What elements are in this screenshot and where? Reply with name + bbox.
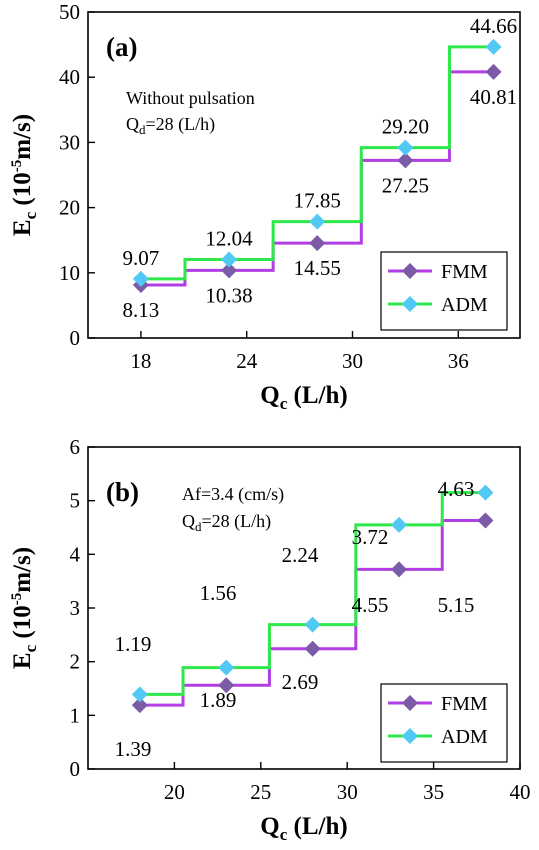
panel-b-adm-value-label-4: 4.63	[438, 477, 475, 501]
panel-b-x-tick-label-1: 25	[250, 780, 271, 804]
panel-b-y-tick-label-5: 5	[70, 489, 81, 513]
panel-b-fmm-value-label-0: 1.39	[115, 737, 152, 761]
panel-a-y-tick-label-5: 50	[59, 0, 80, 24]
panel-b-annotation-line2: Qd=28 (L/h)	[182, 511, 271, 534]
panel-a-y-axis-title: Ec (10-5m/s)	[9, 114, 40, 236]
panel-b-adm-value-label-1: 1.56	[200, 581, 237, 605]
panel-a-legend-adm-label: ADM	[441, 294, 488, 316]
panel-a-y-tick-label-0: 0	[70, 326, 81, 350]
panel-a-legend: FMM ADM	[380, 251, 508, 331]
panel-b-y-tick-label-4: 4	[70, 542, 81, 566]
panel-b-fmm-value-label-4: 5.15	[438, 593, 475, 617]
panel-b-legend-fmm-label: FMM	[441, 693, 488, 715]
panel-b-x-axis-title: Qc (L/h)	[260, 813, 347, 844]
panel-a-ticks: 18 24 30 36 0 10 20 30 40 50	[59, 0, 469, 373]
panel-b-y-tick-label-1: 1	[70, 703, 81, 727]
panel-a-fmm-marker-2	[309, 235, 326, 252]
panel-b-fmm-marker-2	[304, 640, 321, 657]
panel-b-adm-marker-0	[131, 686, 148, 703]
panel-b-x-tick-label-2: 30	[337, 780, 358, 804]
panel-b-label: (b)	[106, 477, 139, 507]
panel-a-fmm-value-label-2: 14.55	[294, 256, 341, 280]
panel-a-annotation-line1: Without pulsation	[126, 88, 255, 108]
panel-a-frame	[87, 11, 521, 339]
panel-a-fmm-value-label-4: 40.81	[470, 85, 517, 109]
panel-b-fmm-value-label-1: 1.89	[200, 688, 237, 712]
panel-b-legend: FMM ADM	[380, 683, 508, 763]
panel-b-y-tick-label-3: 3	[70, 596, 81, 620]
panel-b-annotation-line1: Af=3.4 (cm/s)	[182, 484, 284, 505]
panel-b-fmm-marker-3	[391, 561, 408, 578]
panel-b-adm-marker-3	[391, 516, 408, 533]
panel-b-data-labels: 1.39 1.89 2.69 4.55 5.15 1.19 1.56 2.24 3.72 4.63	[115, 477, 475, 761]
panel-b-y-tick-label-6: 6	[70, 435, 81, 459]
panel-a-fmm-marker-1	[221, 262, 238, 279]
panel-a-adm-value-label-3: 29.20	[382, 115, 429, 139]
panel-b-adm-value-label-3: 3.72	[352, 525, 389, 549]
panel-b-fmm-value-label-3: 4.55	[352, 593, 389, 617]
panel-b-legend-adm-label: ADM	[441, 726, 488, 748]
panel-b-legend-fmm-marker	[402, 695, 418, 711]
panel-a-adm-value-label-0: 9.07	[123, 246, 160, 270]
panel-b-y-tick-label-0: 0	[70, 757, 81, 781]
panel-b-adm-marker-2	[304, 616, 321, 633]
panel-a-adm-marker-2	[309, 213, 326, 230]
panel-a-adm-marker-3	[397, 139, 414, 156]
panel-a-legend-adm-marker	[402, 296, 418, 312]
panel-b-adm-value-label-0: 1.19	[115, 632, 152, 656]
panel-a-adm-value-label-2: 17.85	[294, 189, 341, 213]
panel-a-adm-marker-1	[221, 251, 238, 268]
panel-a-fmm-value-label-1: 10.38	[205, 283, 252, 307]
panel-b-x-tick-label-4: 40	[510, 780, 531, 804]
panel-b-x-tick-label-0: 20	[164, 780, 185, 804]
panel-a-fmm-value-label-3: 27.25	[382, 173, 429, 197]
panel-a-x-tick-label-3: 36	[448, 349, 469, 373]
panel-a-x-tick-label-0: 18	[130, 349, 151, 373]
panel-a-y-tick-label-4: 40	[59, 65, 80, 89]
panel-b-adm-value-label-2: 2.24	[282, 543, 319, 567]
panel-a-markers	[132, 38, 502, 293]
panel-b-y-tick-label-2: 2	[70, 650, 81, 674]
panel-a-fmm-marker-3	[397, 152, 414, 169]
panel-b-markers	[131, 484, 494, 714]
panel-a-y-tick-label-3: 30	[59, 130, 80, 154]
panel-a-data-labels: 8.13 10.38 14.55 27.25 40.81 9.07 12.04 17.85 29…	[123, 14, 518, 322]
panel-b-adm-marker-1	[218, 659, 235, 676]
panel-b-fmm-value-label-2: 2.69	[282, 670, 319, 694]
panel-a-fmm-value-label-0: 8.13	[123, 298, 160, 322]
panel-b-legend-adm-marker	[402, 728, 418, 744]
panel-a-label: (a)	[106, 32, 137, 62]
panel-a-y-tick-label-2: 20	[59, 196, 80, 220]
panel-a-fmm-marker-4	[485, 63, 502, 80]
panel-b-ticks: 20 25 30 35 40 0 1 2 3 4 5 6	[70, 435, 531, 804]
panel-b-y-axis-title: Ec (10-5m/s)	[9, 547, 40, 669]
panel-b-legend-box	[380, 683, 508, 763]
panel-a-y-tick-label-1: 10	[59, 261, 80, 285]
panel-a-adm-value-label-1: 12.04	[205, 226, 253, 250]
panel-b-fmm-marker-0	[131, 697, 148, 714]
panel-b-fmm-marker-1	[218, 677, 235, 694]
panel-a-legend-box	[380, 251, 508, 331]
panel-b-adm-marker-4	[477, 484, 494, 501]
panel-a-x-tick-label-2: 30	[342, 349, 363, 373]
panel-b-fmm-marker-4	[477, 512, 494, 529]
panel-a-legend-fmm-marker	[402, 263, 418, 279]
panel-a-adm-value-label-4: 44.66	[470, 14, 517, 38]
panel-a-legend-fmm-label: FMM	[441, 261, 488, 283]
panel-a-annotation-line2: Qd=28 (L/h)	[126, 114, 215, 137]
panel-a-adm-marker-4	[485, 38, 502, 55]
panel-a-x-axis-title: Qc (L/h)	[260, 382, 347, 413]
panel-a-adm-marker-0	[132, 270, 149, 287]
panel-a-x-tick-label-1: 24	[236, 349, 258, 373]
panel-b-x-tick-label-3: 35	[423, 780, 444, 804]
panel-a: 18 24 30 36 0 10 20 30 40 50 8.13 10.38 14.55 27.25 4…	[9, 0, 521, 413]
